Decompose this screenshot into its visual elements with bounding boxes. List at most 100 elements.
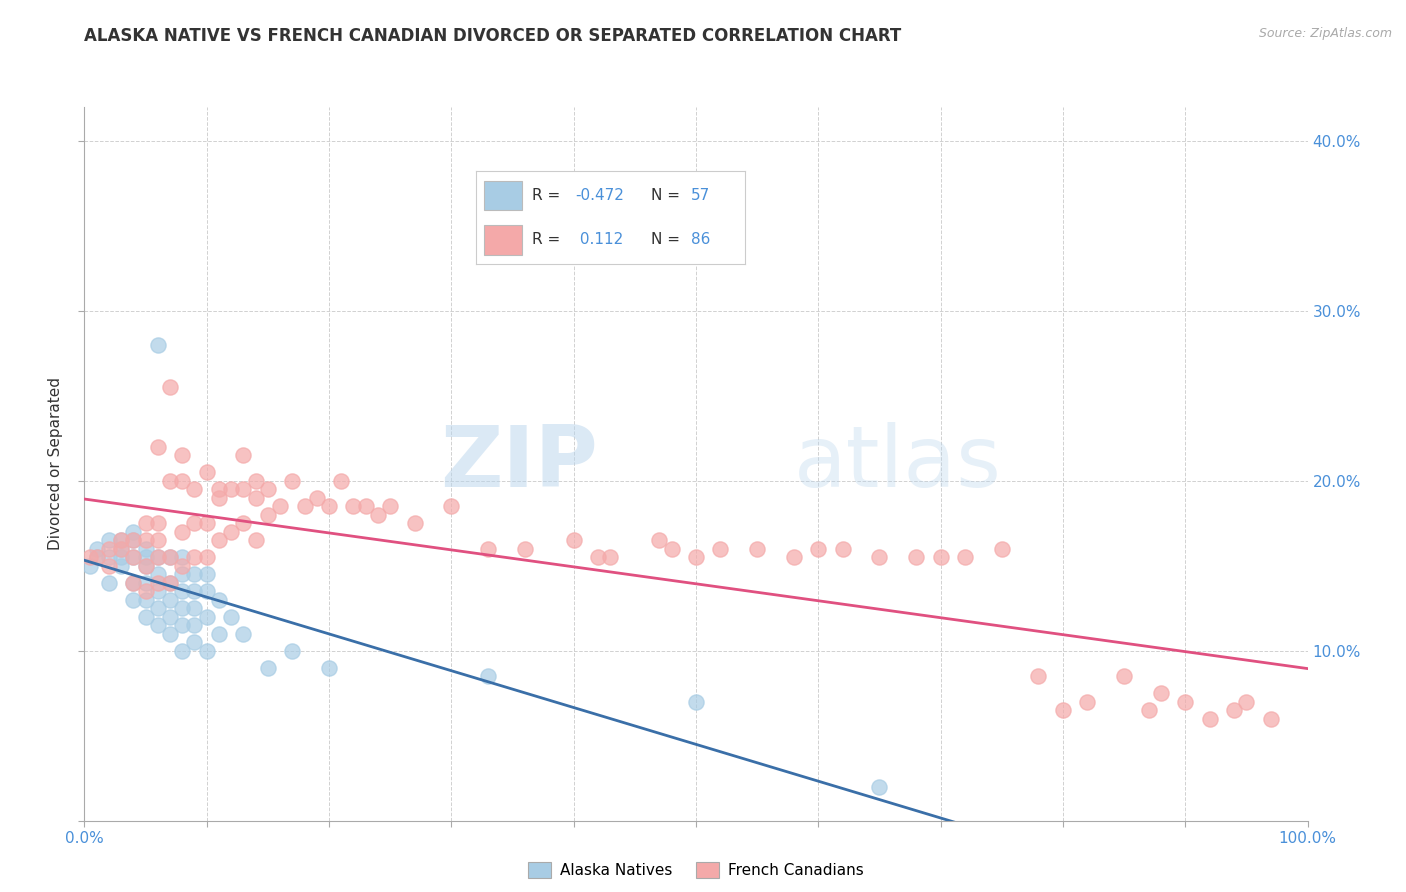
Point (135, 558, 157, 573)
Point (232, 483, 254, 497)
Point (709, 541, 731, 556)
Point (97, 541, 120, 556)
Point (135, 575, 157, 590)
Point (232, 516, 254, 531)
Point (1198, 712, 1220, 726)
Point (86, 541, 108, 556)
Point (195, 609, 218, 624)
Text: 0.112: 0.112 (575, 233, 624, 247)
Point (172, 474, 194, 488)
Point (257, 483, 280, 497)
Point (1236, 695, 1258, 709)
Point (513, 541, 536, 556)
Point (146, 533, 169, 548)
Point (294, 500, 316, 514)
Point (232, 626, 254, 640)
Point (281, 474, 304, 488)
Point (318, 661, 340, 675)
Point (1052, 703, 1074, 717)
Point (183, 635, 205, 649)
Point (991, 541, 1014, 556)
Point (135, 550, 157, 565)
Bar (484, 225, 522, 255)
Point (1223, 703, 1246, 717)
Point (208, 592, 231, 607)
Point (135, 541, 157, 556)
Text: -0.472: -0.472 (575, 188, 624, 202)
Bar (484, 180, 522, 211)
Text: 57: 57 (692, 188, 710, 202)
Point (257, 508, 280, 522)
Point (159, 380, 181, 394)
Point (183, 567, 205, 582)
Legend: Alaska Natives, French Canadians: Alaska Natives, French Canadians (522, 856, 870, 884)
Point (219, 609, 242, 624)
Point (183, 550, 205, 565)
Point (281, 644, 304, 658)
Point (869, 780, 891, 794)
Point (159, 575, 181, 590)
Point (146, 584, 169, 599)
Point (159, 626, 181, 640)
Point (110, 533, 132, 548)
Point (195, 567, 218, 582)
Text: R =: R = (533, 233, 561, 247)
Point (135, 609, 157, 624)
Point (146, 575, 169, 590)
Point (342, 500, 364, 514)
Point (685, 695, 707, 709)
Point (208, 533, 231, 548)
Point (318, 500, 340, 514)
Point (146, 440, 169, 454)
Text: 86: 86 (692, 233, 710, 247)
Point (245, 474, 267, 488)
Point (685, 550, 707, 565)
Point (110, 558, 132, 573)
Point (195, 584, 218, 599)
Point (122, 524, 145, 539)
Point (110, 541, 132, 556)
Y-axis label: Divorced or Separated: Divorced or Separated (48, 377, 63, 550)
Point (1114, 669, 1136, 683)
Point (219, 483, 242, 497)
Point (440, 500, 463, 514)
Point (79, 558, 101, 573)
Point (661, 541, 683, 556)
Point (599, 550, 621, 565)
Point (172, 448, 194, 462)
Point (86, 550, 108, 565)
Text: R =: R = (533, 188, 561, 202)
Point (97, 558, 120, 573)
Point (1150, 686, 1173, 700)
Text: ALASKA NATIVE VS FRENCH CANADIAN DIVORCED OR SEPARATED CORRELATION CHART: ALASKA NATIVE VS FRENCH CANADIAN DIVORCE… (84, 27, 901, 45)
Point (562, 533, 585, 548)
Point (122, 550, 145, 565)
Point (183, 516, 205, 531)
Point (232, 448, 254, 462)
Point (97, 550, 120, 565)
Point (97, 533, 120, 548)
Point (135, 516, 157, 531)
Point (172, 644, 194, 658)
Point (1174, 695, 1197, 709)
Point (135, 584, 157, 599)
Point (172, 584, 194, 599)
Text: Source: ZipAtlas.com: Source: ZipAtlas.com (1258, 27, 1392, 40)
Point (1028, 669, 1050, 683)
Point (146, 338, 169, 352)
Point (831, 541, 853, 556)
Text: atlas: atlas (794, 422, 1002, 506)
Point (477, 669, 499, 683)
Point (172, 567, 194, 582)
Point (183, 584, 205, 599)
Point (122, 592, 145, 607)
Point (195, 516, 218, 531)
Point (159, 474, 181, 488)
Point (1260, 712, 1282, 726)
Point (122, 533, 145, 548)
Point (159, 550, 181, 565)
Point (159, 575, 181, 590)
Point (195, 644, 218, 658)
Point (269, 500, 291, 514)
Point (172, 550, 194, 565)
